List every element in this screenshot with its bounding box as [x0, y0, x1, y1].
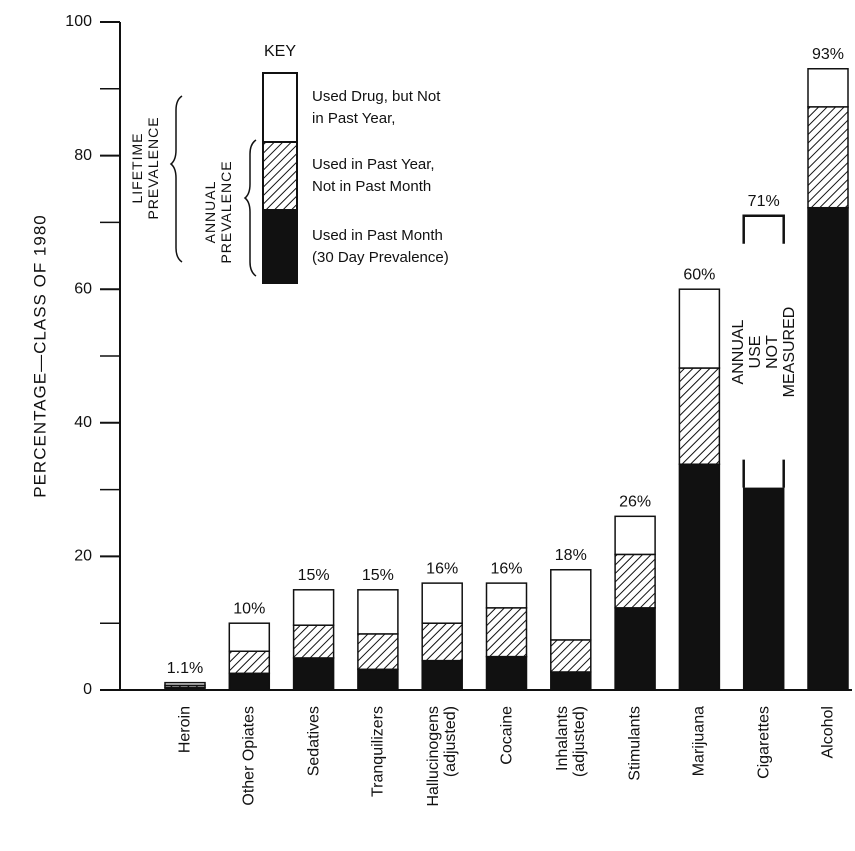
legend-swatch: [262, 141, 298, 211]
x-tick-label: Inhalants (adjusted): [553, 706, 588, 778]
value-label: 16%: [490, 560, 522, 577]
value-label: 1.1%: [167, 660, 203, 677]
x-tick-label: Sedatives: [305, 706, 323, 777]
x-tick-label: Cocaine: [498, 706, 515, 765]
bar-segment: [678, 367, 721, 465]
y-tick-label: 40: [74, 414, 92, 431]
bar-segment: [743, 215, 784, 488]
value-label: 15%: [298, 567, 330, 584]
value-label: 15%: [362, 567, 394, 584]
bar-segment: [292, 589, 335, 626]
bar-segment: [421, 659, 463, 691]
x-tick-label: Cigarettes: [755, 706, 773, 779]
legend-swatch: [262, 72, 298, 143]
bar-segment: [807, 68, 849, 108]
x-tick-label: Marijuana: [690, 706, 708, 777]
bar-segment: [550, 639, 592, 673]
bar-segment: [357, 633, 399, 671]
bar-segment: [678, 288, 721, 369]
y-tick-label: 60: [74, 280, 92, 297]
bar-segment: [292, 624, 335, 659]
bar-segment: [357, 589, 399, 635]
brace: [243, 139, 257, 277]
y-tick-label: 80: [74, 147, 92, 164]
bar-segment: [228, 622, 271, 653]
x-tick-label: Alcohol: [819, 706, 837, 759]
bar-segment: [292, 657, 335, 691]
y-axis-title: PERCENTAGE—CLASS OF 1980: [30, 214, 50, 498]
legend-label: Used Drug, but Not in Past Year,: [312, 87, 441, 127]
bar-segment: [421, 622, 463, 662]
brace: [169, 95, 183, 263]
bar-segment: [357, 668, 399, 691]
bar-segment: [164, 681, 206, 687]
y-tick-label: 100: [65, 13, 92, 30]
annotation: LIFETIME PREVALENCE: [129, 116, 161, 220]
value-label: 60%: [683, 266, 715, 283]
bar-segment: [678, 463, 721, 691]
value-label: 93%: [812, 46, 844, 63]
value-label: 71%: [748, 193, 780, 210]
x-tick-label: Stimulants: [626, 706, 644, 781]
y-tick-label: 20: [74, 548, 92, 565]
bar-segment: [228, 672, 271, 691]
bar-segment: [614, 607, 656, 691]
value-label: 18%: [555, 547, 587, 564]
bar-segment: [421, 582, 463, 624]
value-label: 10%: [233, 600, 265, 617]
x-tick-label: Other Opiates: [240, 706, 258, 806]
legend-label: Used in Past Year, Not in Past Month: [312, 156, 435, 195]
bar-segment: [550, 569, 592, 641]
bar-segment: [228, 650, 271, 675]
bar-segment: [550, 671, 592, 691]
bar-segment: [742, 486, 785, 691]
annotation: ANNUAL USE NOT MEASURED: [729, 306, 798, 397]
value-label: 26%: [619, 494, 651, 511]
value-label: 16%: [426, 560, 458, 577]
x-tick-label: Hallucinogens (adjusted): [425, 706, 460, 807]
legend-title: KEY: [264, 43, 296, 60]
bar-segment: [485, 607, 528, 658]
legend-label: Used in Past Month (30 Day Prevalence): [312, 226, 449, 266]
y-tick-label: 0: [83, 681, 92, 698]
x-tick-label: Heroin: [176, 706, 194, 754]
bar-segment: [807, 106, 849, 209]
bar-segment: [614, 553, 656, 609]
x-tick-label: Tranquilizers: [369, 706, 387, 797]
bar-segment: [485, 582, 528, 609]
annotation: ANNUAL PREVALENCE: [202, 160, 234, 264]
bar-segment: [807, 206, 849, 691]
legend-swatch: [262, 209, 298, 284]
bar-segment: [614, 515, 656, 556]
not-measured-bracket: [742, 214, 785, 488]
bar-segment: [485, 655, 528, 691]
